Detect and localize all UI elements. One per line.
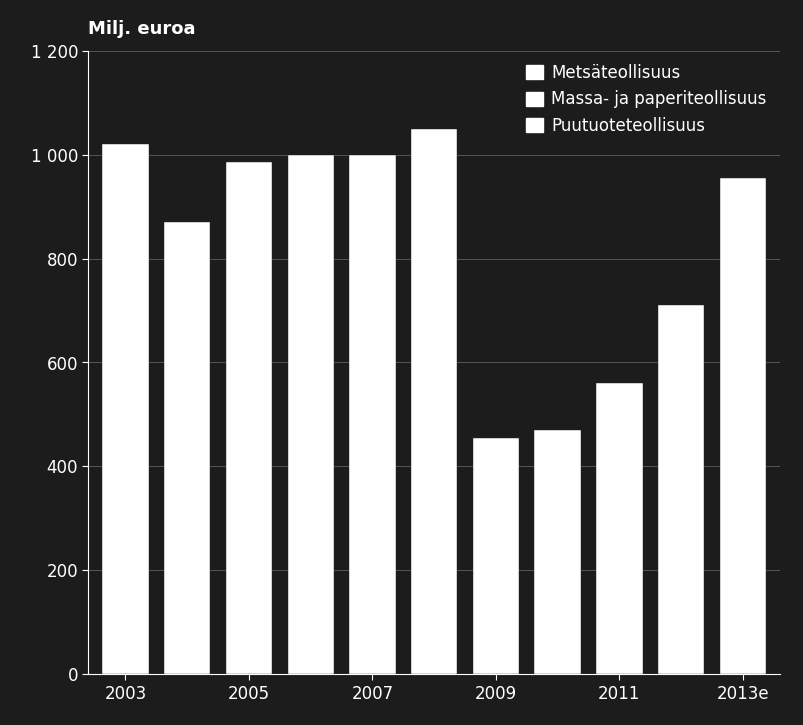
Bar	[287, 154, 333, 674]
Legend: Metsäteollisuus, Massa- ja paperiteollisuus, Puutuoteteollisuus: Metsäteollisuus, Massa- ja paperiteollis…	[520, 59, 771, 140]
Bar	[410, 128, 457, 674]
Bar	[596, 384, 642, 674]
Bar	[472, 438, 519, 674]
Bar	[226, 162, 271, 674]
Bar	[534, 430, 580, 674]
Bar	[164, 222, 210, 674]
Bar	[719, 178, 765, 674]
Bar	[657, 305, 703, 674]
Bar	[102, 144, 149, 674]
Bar	[349, 154, 395, 674]
Text: Milj. euroa: Milj. euroa	[88, 20, 196, 38]
